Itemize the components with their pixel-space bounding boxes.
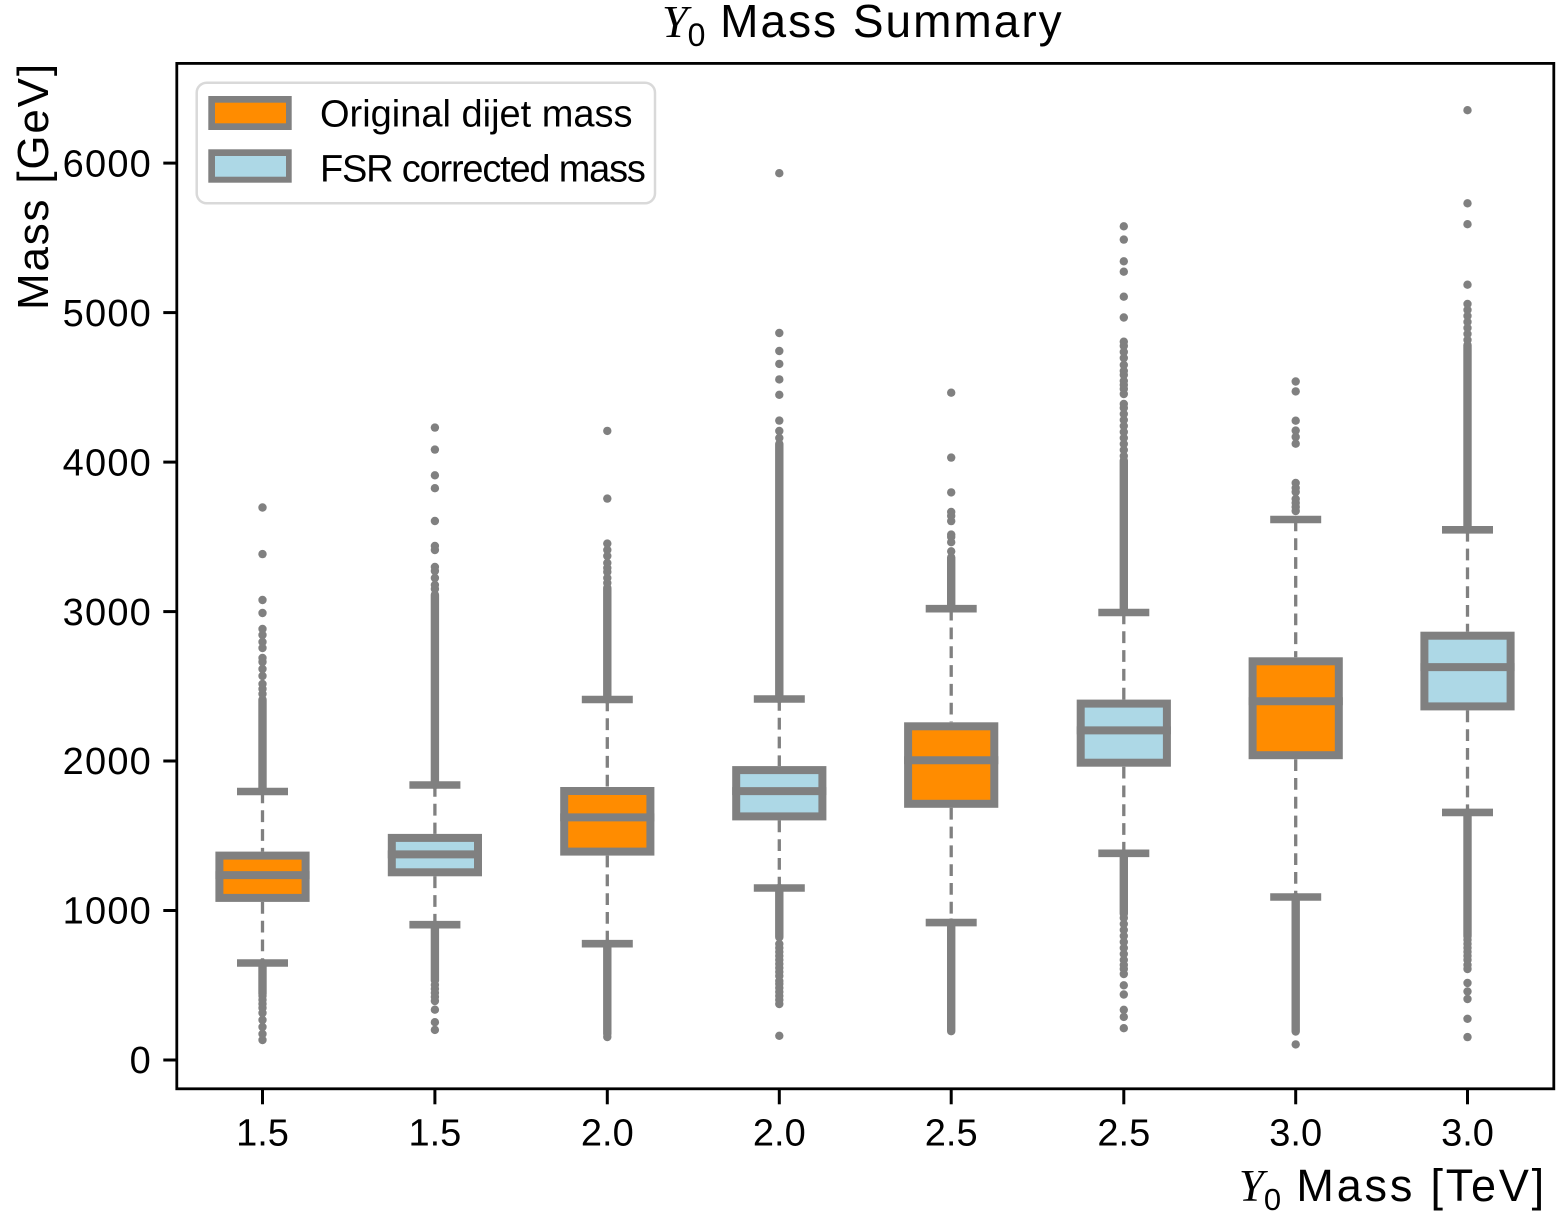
svg-text:Y0 Mass [TeV]: Y0 Mass [TeV] bbox=[1239, 1160, 1547, 1217]
svg-text:1000: 1000 bbox=[63, 891, 152, 933]
svg-text:4000: 4000 bbox=[63, 442, 152, 484]
svg-text:2.5: 2.5 bbox=[1097, 1113, 1150, 1155]
svg-text:1.5: 1.5 bbox=[236, 1113, 289, 1155]
svg-text:3.0: 3.0 bbox=[1269, 1113, 1322, 1155]
svg-text:Y0 Mass Summary: Y0 Mass Summary bbox=[662, 0, 1064, 53]
svg-text:0: 0 bbox=[130, 1040, 152, 1082]
svg-text:2.0: 2.0 bbox=[753, 1113, 806, 1155]
svg-text:Mass [GeV]: Mass [GeV] bbox=[9, 62, 58, 310]
svg-text:2.5: 2.5 bbox=[925, 1113, 978, 1155]
svg-text:Original dijet mass: Original dijet mass bbox=[320, 94, 633, 136]
svg-text:6000: 6000 bbox=[63, 143, 152, 185]
svg-text:1.5: 1.5 bbox=[408, 1113, 461, 1155]
svg-text:2000: 2000 bbox=[63, 741, 152, 783]
svg-text:FSR corrected mass: FSR corrected mass bbox=[320, 149, 645, 191]
svg-text:3.0: 3.0 bbox=[1441, 1113, 1494, 1155]
svg-text:2.0: 2.0 bbox=[581, 1113, 634, 1155]
svg-text:5000: 5000 bbox=[63, 293, 152, 335]
svg-text:3000: 3000 bbox=[63, 592, 152, 634]
